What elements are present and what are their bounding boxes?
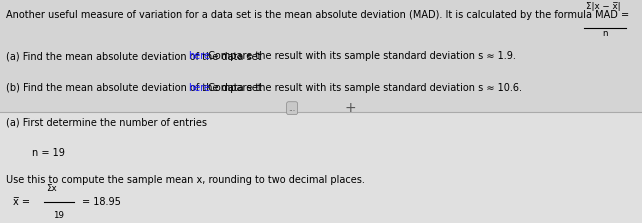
Text: Σx: Σx (46, 184, 57, 193)
Text: n = 19: n = 19 (32, 148, 65, 158)
Text: 19: 19 (53, 211, 64, 220)
Text: (b) Find the mean absolute deviation of the data set: (b) Find the mean absolute deviation of … (6, 83, 265, 93)
Text: . Compare the result with its sample standard deviation s ≈ 10.6.: . Compare the result with its sample sta… (202, 83, 522, 93)
Text: here: here (189, 51, 211, 61)
Text: Another useful measure of variation for a data set is the mean absolute deviatio: Another useful measure of variation for … (6, 10, 630, 20)
Text: Use this to compute the sample mean x, rounding to two decimal places.: Use this to compute the sample mean x, r… (6, 175, 365, 185)
Text: n: n (602, 29, 608, 38)
Text: (a) First determine the number of entries: (a) First determine the number of entrie… (6, 117, 207, 127)
Text: . Compare the result with its sample standard deviation s ≈ 1.9.: . Compare the result with its sample sta… (202, 51, 516, 61)
Text: x̅ =: x̅ = (13, 197, 30, 207)
Text: = 18.95: = 18.95 (82, 197, 121, 207)
Text: ...: ... (288, 104, 296, 113)
Text: (a) Find the mean absolute deviation of the data set: (a) Find the mean absolute deviation of … (6, 51, 265, 61)
Text: here: here (189, 83, 211, 93)
FancyBboxPatch shape (0, 112, 642, 223)
Text: +: + (344, 101, 356, 115)
Text: Σ|x − x̅|: Σ|x − x̅| (586, 2, 621, 11)
